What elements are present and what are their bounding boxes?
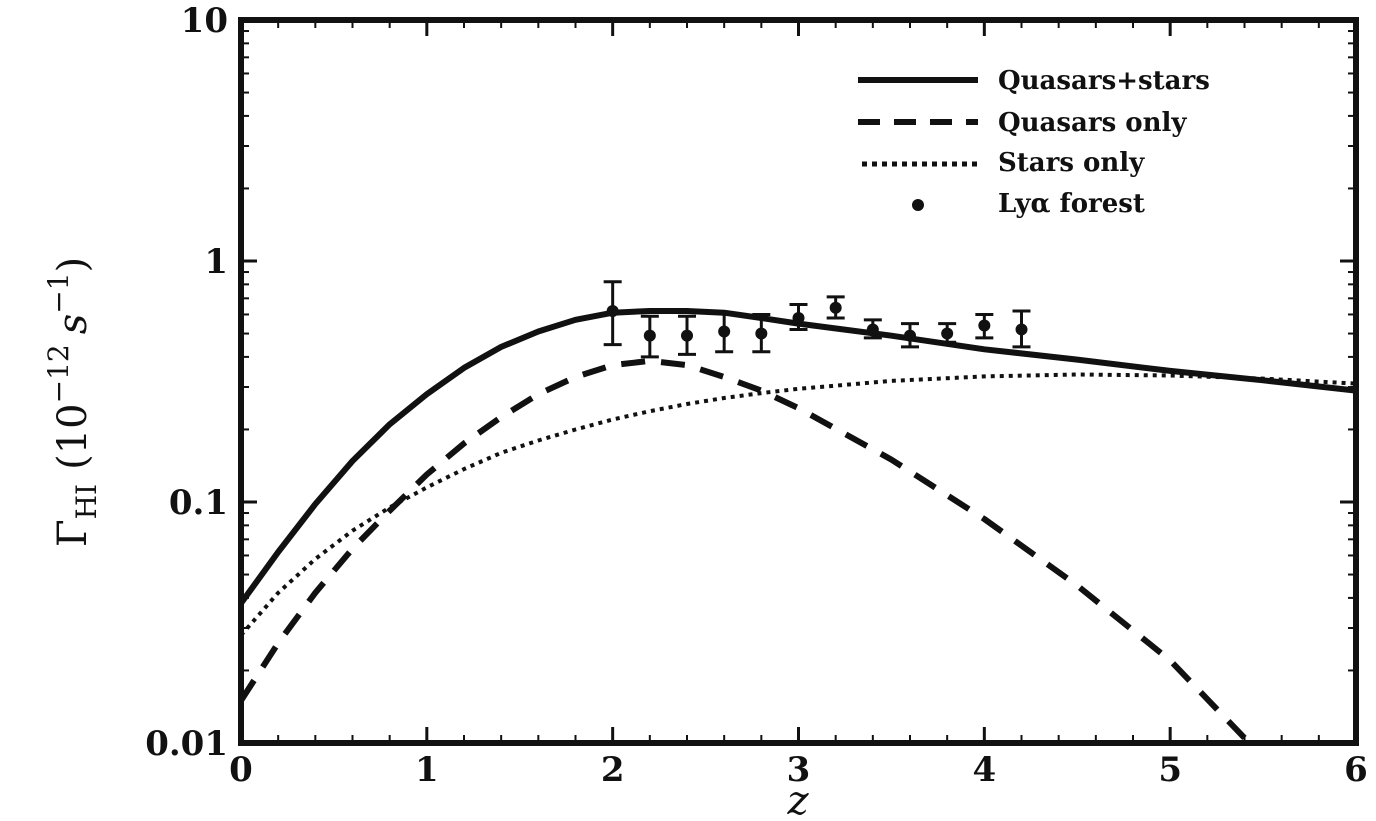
lya-forest-point [901,322,919,349]
lya-forest-point [863,318,882,340]
legend-label-lya-forest: Lyα forest [998,189,1145,219]
y-axis-label-unit-s: s [50,314,96,335]
lya-forest-point [789,302,808,331]
lya-forest-point [826,295,845,320]
data-point [904,329,916,342]
lya-forest-point [752,312,771,354]
series-line-dashed [238,357,1247,740]
y-tick-label: 1 [204,242,228,282]
lya-forest-point [640,314,659,359]
y-axis-label-sub: HI [70,484,103,519]
legend-label-quasars-stars: Quasars+stars [998,66,1210,96]
x-tick-label: 0 [229,750,253,790]
legend-swatch-lya-forest [912,199,924,211]
series-layer [238,308,1357,740]
points-layer [603,280,1031,359]
plot-frame [238,17,1359,746]
y-tick-label: 0.01 [145,724,228,764]
x-axis-label: z [786,778,809,821]
y-tick-label: 10 [181,1,228,41]
data-point [718,325,731,338]
axis-ticks [239,18,1358,745]
lya-forest-point [678,314,696,356]
data-point [681,329,693,342]
y-tick-label: 0.1 [169,483,228,523]
data-point [1015,323,1028,336]
data-point [792,312,805,325]
data-point [829,301,842,314]
y-axis-label-unit-exp: −12 [42,344,75,403]
series-line-solid [238,308,1357,606]
data-point [755,327,768,340]
data-point [978,319,991,332]
series-line-dotted [239,372,1357,637]
lya-forest-point [938,322,957,344]
data-point [941,327,954,340]
y-axis-label-unit-exp2: −1 [42,272,75,313]
legend-label-stars-only: Stars only [998,148,1145,178]
legend: Quasars+stars Quasars only Stars only Ly… [858,66,1210,219]
legend-label-quasars-only: Quasars only [998,108,1187,138]
svg-text:ΓHI(10−12s−1): ΓHI (10−12 s−1) [42,257,103,547]
y-axis-label: ΓHI (10−12 s−1) [42,257,103,547]
x-tick-label: 1 [415,750,439,790]
x-tick-label: 4 [972,750,996,790]
data-point [606,305,619,318]
x-tick-label: 6 [1344,750,1368,790]
tick-labels: 0 1 2 3 4 5 6 0.01 0.1 1 10 [145,1,1368,790]
y-axis-label-unit-open: (10 [50,403,96,470]
data-point [866,323,879,336]
lya-forest-point [975,312,994,340]
x-tick-label: 3 [787,750,811,790]
y-axis-label-unit-close: ) [50,257,96,273]
x-tick-label: 2 [601,750,625,790]
lya-forest-point [1012,309,1031,349]
y-axis-label-symbol: Γ [50,519,96,547]
lya-forest-point [715,311,734,354]
lya-forest-point [603,280,622,347]
data-point [643,329,656,342]
x-tick-label: 5 [1158,750,1182,790]
